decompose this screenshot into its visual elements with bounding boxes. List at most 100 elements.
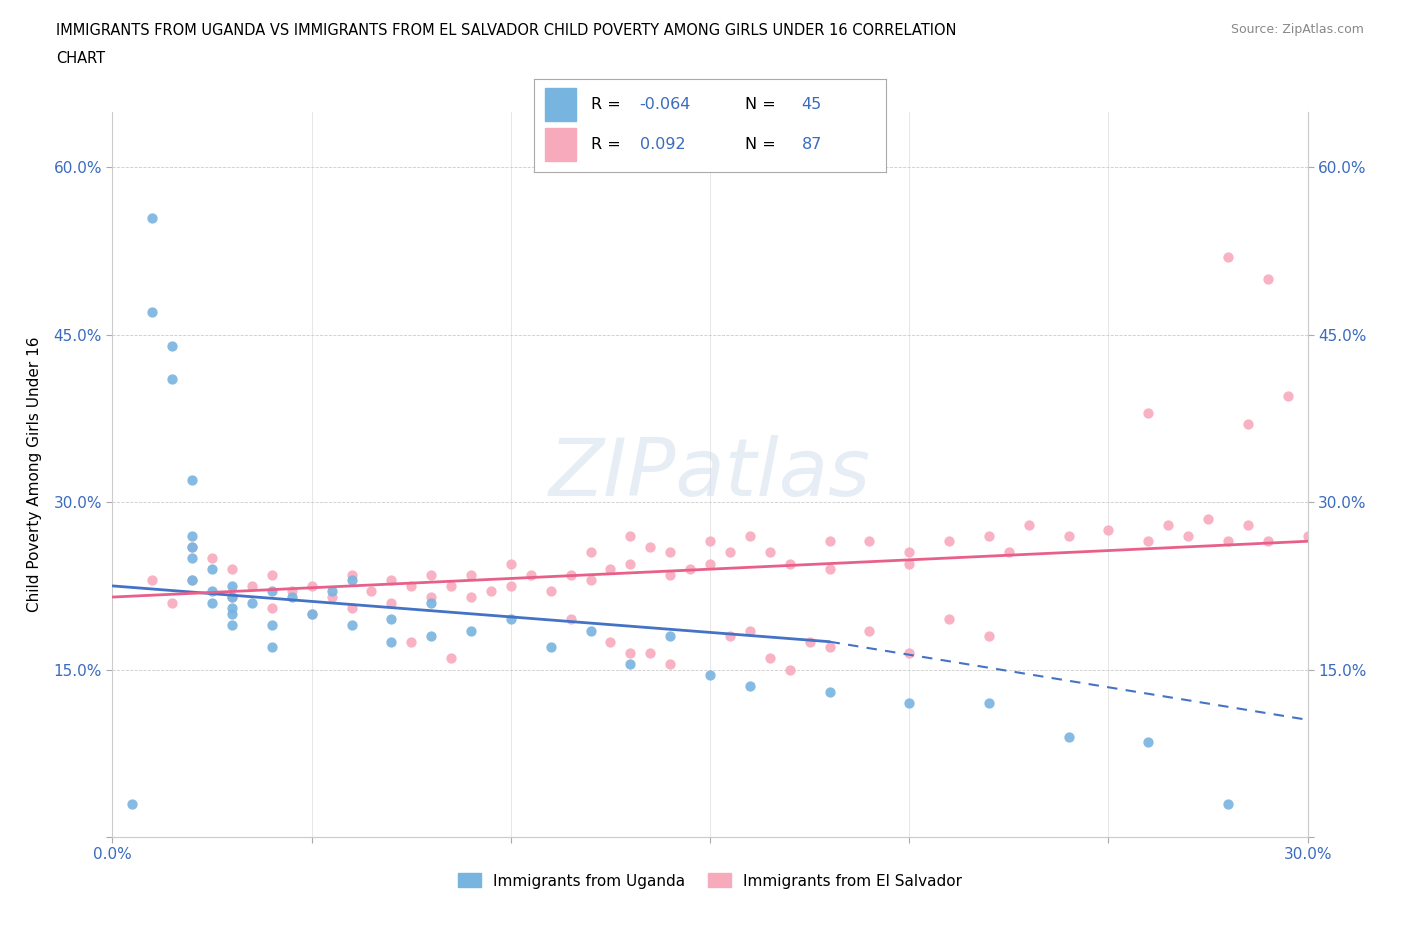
Point (301, 606, 323, 621)
Point (240, 578, 263, 593)
Point (340, 567, 363, 582)
Text: R =: R = (591, 137, 626, 152)
Point (499, 556, 522, 571)
Point (640, 645, 662, 660)
Point (977, 696, 1000, 711)
Point (340, 618, 363, 632)
Text: ZIPatlas: ZIPatlas (548, 435, 872, 513)
Text: 87: 87 (801, 137, 821, 152)
Point (998, 545, 1021, 560)
Point (221, 562, 243, 577)
Point (898, 645, 921, 660)
Point (1157, 517, 1180, 532)
Point (759, 651, 782, 666)
Point (1257, 534, 1279, 549)
Point (1237, 517, 1260, 532)
Point (659, 567, 682, 582)
Bar (544, 128, 576, 161)
Point (579, 623, 602, 638)
Point (619, 645, 641, 660)
Point (360, 584, 382, 599)
Point (699, 668, 721, 683)
Point (1197, 512, 1219, 526)
Text: IMMIGRANTS FROM UGANDA VS IMMIGRANTS FROM EL SALVADOR CHILD POVERTY AMONG GIRLS : IMMIGRANTS FROM UGANDA VS IMMIGRANTS FRO… (56, 23, 956, 38)
Point (818, 534, 841, 549)
Point (201, 584, 224, 599)
Point (499, 612, 522, 627)
Point (1097, 523, 1119, 538)
Point (301, 578, 323, 593)
Text: 0.092: 0.092 (640, 137, 685, 152)
Point (221, 590, 243, 604)
Point (938, 612, 960, 627)
Text: 45: 45 (801, 97, 821, 112)
Point (977, 629, 1000, 644)
Point (420, 595, 443, 610)
Point (1296, 528, 1319, 543)
Point (221, 618, 243, 632)
Point (401, 578, 423, 593)
Point (779, 556, 801, 571)
Point (858, 534, 880, 549)
Point (619, 657, 641, 671)
Point (141, 573, 163, 588)
Point (201, 551, 224, 565)
Point (1137, 405, 1160, 420)
Point (321, 584, 343, 599)
Point (1237, 417, 1260, 432)
Point (221, 601, 243, 616)
Point (340, 601, 363, 616)
Point (659, 545, 682, 560)
Point (221, 606, 243, 621)
Point (380, 595, 402, 610)
Point (738, 623, 761, 638)
Point (260, 618, 283, 632)
Point (759, 545, 782, 560)
Point (420, 567, 443, 582)
Point (659, 657, 682, 671)
Point (201, 562, 224, 577)
Point (818, 684, 841, 699)
Point (540, 640, 562, 655)
Point (460, 567, 482, 582)
Point (679, 562, 702, 577)
Point (1277, 389, 1299, 404)
Point (141, 210, 163, 225)
Text: Source: ZipAtlas.com: Source: ZipAtlas.com (1230, 23, 1364, 36)
Text: CHART: CHART (56, 51, 105, 66)
Point (640, 539, 662, 554)
Point (260, 601, 283, 616)
Point (201, 595, 224, 610)
Point (1137, 735, 1160, 750)
Point (260, 584, 283, 599)
Point (938, 534, 960, 549)
Point (221, 578, 243, 593)
Point (818, 640, 841, 655)
Point (818, 562, 841, 577)
Point (162, 372, 183, 387)
Point (479, 584, 502, 599)
Point (1216, 796, 1239, 811)
Point (718, 629, 741, 644)
Point (699, 534, 721, 549)
Point (1216, 249, 1239, 264)
Point (420, 629, 443, 644)
Text: N =: N = (745, 97, 782, 112)
Point (380, 612, 402, 627)
Point (420, 590, 443, 604)
Point (738, 528, 761, 543)
Text: -0.064: -0.064 (640, 97, 692, 112)
Y-axis label: Child Poverty Among Girls Under 16: Child Poverty Among Girls Under 16 (28, 337, 42, 612)
Point (181, 472, 204, 487)
Point (699, 556, 721, 571)
Point (440, 651, 463, 666)
Text: N =: N = (745, 137, 782, 152)
Point (260, 567, 283, 582)
Point (1216, 534, 1239, 549)
Point (1137, 534, 1160, 549)
Point (560, 612, 582, 627)
Point (162, 595, 183, 610)
Point (579, 573, 602, 588)
Point (499, 578, 522, 593)
Point (1057, 528, 1080, 543)
